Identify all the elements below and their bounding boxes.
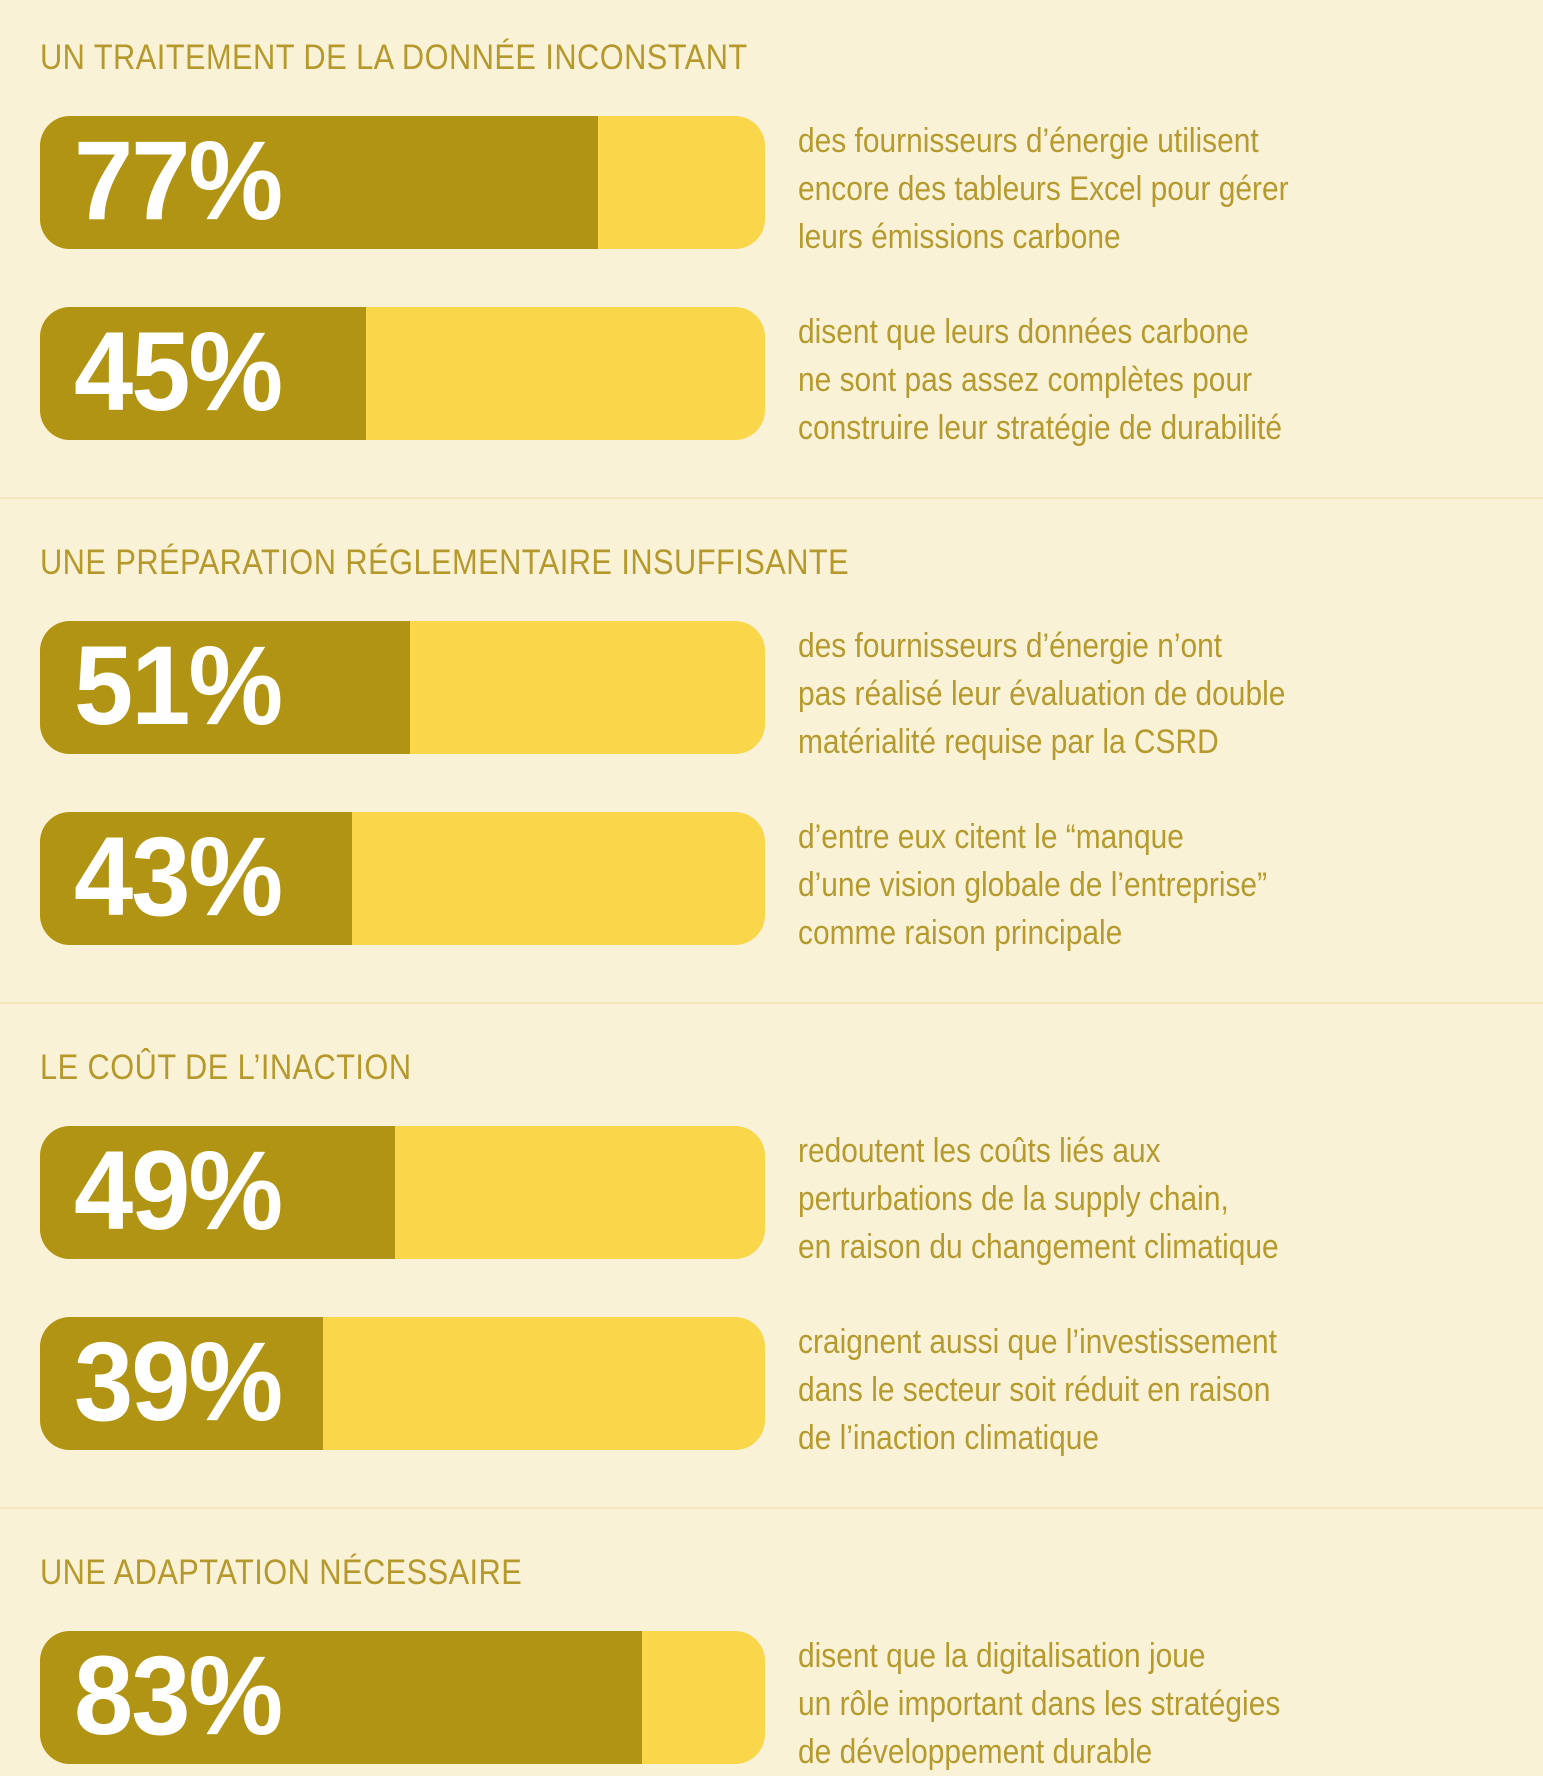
bar-fill xyxy=(40,621,410,754)
bar-fill xyxy=(40,116,599,249)
infographic: UN TRAITEMENT DE LA DONNÉE INCONSTANT 77… xyxy=(0,40,1543,1771)
percentage-bar: 45% xyxy=(40,307,765,440)
bar-fill xyxy=(40,1126,396,1259)
percentage-bar: 49% xyxy=(40,1126,765,1259)
percentage-label: 83% xyxy=(74,1632,283,1758)
stat-row: 45% disent que leurs données carbone ne … xyxy=(40,307,1503,452)
stat-description: disent que leurs données carbone ne sont… xyxy=(798,313,1282,447)
section-necessary-adaptation: UNE ADAPTATION NÉCESSAIRE 83% disent que… xyxy=(0,1555,1543,1776)
section-divider xyxy=(0,1507,1543,1509)
percentage-bar: 51% xyxy=(40,621,765,754)
percentage-bar: 83% xyxy=(40,1631,765,1764)
stat-description: disent que la digitalisation joue un rôl… xyxy=(798,1637,1281,1771)
percentage-label: 39% xyxy=(74,1318,283,1444)
percentage-label: 43% xyxy=(74,813,283,939)
percentage-label: 49% xyxy=(74,1127,283,1253)
bar-fill xyxy=(40,307,367,440)
stat-row: 83% disent que la digitalisation joue un… xyxy=(40,1631,1503,1776)
stat-row: 51% des fournisseurs d’énergie n’ont pas… xyxy=(40,621,1503,766)
stat-description: d’entre eux citent le “manque d’une visi… xyxy=(798,818,1268,952)
bar-fill xyxy=(40,812,352,945)
stat-description: redoutent les coûts liés aux perturbatio… xyxy=(798,1132,1279,1266)
percentage-bar: 77% xyxy=(40,116,765,249)
section-data-processing: UN TRAITEMENT DE LA DONNÉE INCONSTANT 77… xyxy=(0,40,1543,452)
section-title: UN TRAITEMENT DE LA DONNÉE INCONSTANT xyxy=(40,38,748,77)
percentage-label: 45% xyxy=(74,308,283,434)
stat-row: 43% d’entre eux citent le “manque d’une … xyxy=(40,812,1503,957)
stat-description: des fournisseurs d’énergie n’ont pas réa… xyxy=(798,627,1286,761)
stat-description: craignent aussi que l’investissement dan… xyxy=(798,1323,1277,1457)
percentage-bar: 39% xyxy=(40,1317,765,1450)
bar-fill xyxy=(40,1317,323,1450)
section-regulatory-readiness: UNE PRÉPARATION RÉGLEMENTAIRE INSUFFISAN… xyxy=(0,545,1543,957)
percentage-label: 77% xyxy=(74,117,283,243)
section-title: UNE ADAPTATION NÉCESSAIRE xyxy=(40,1553,523,1592)
section-cost-of-inaction: LE COÛT DE L’INACTION 49% redoutent les … xyxy=(0,1050,1543,1462)
section-divider xyxy=(0,497,1543,499)
section-divider xyxy=(0,1002,1543,1004)
stat-row: 77% des fournisseurs d’énergie utilisent… xyxy=(40,116,1503,261)
stat-row: 39% craignent aussi que l’investissement… xyxy=(40,1317,1503,1462)
stat-row: 49% redoutent les coûts liés aux perturb… xyxy=(40,1126,1503,1271)
section-title: UNE PRÉPARATION RÉGLEMENTAIRE INSUFFISAN… xyxy=(40,543,850,582)
percentage-label: 51% xyxy=(74,622,283,748)
section-title: LE COÛT DE L’INACTION xyxy=(40,1048,412,1087)
stat-description: des fournisseurs d’énergie utilisent enc… xyxy=(798,122,1289,256)
percentage-bar: 43% xyxy=(40,812,765,945)
